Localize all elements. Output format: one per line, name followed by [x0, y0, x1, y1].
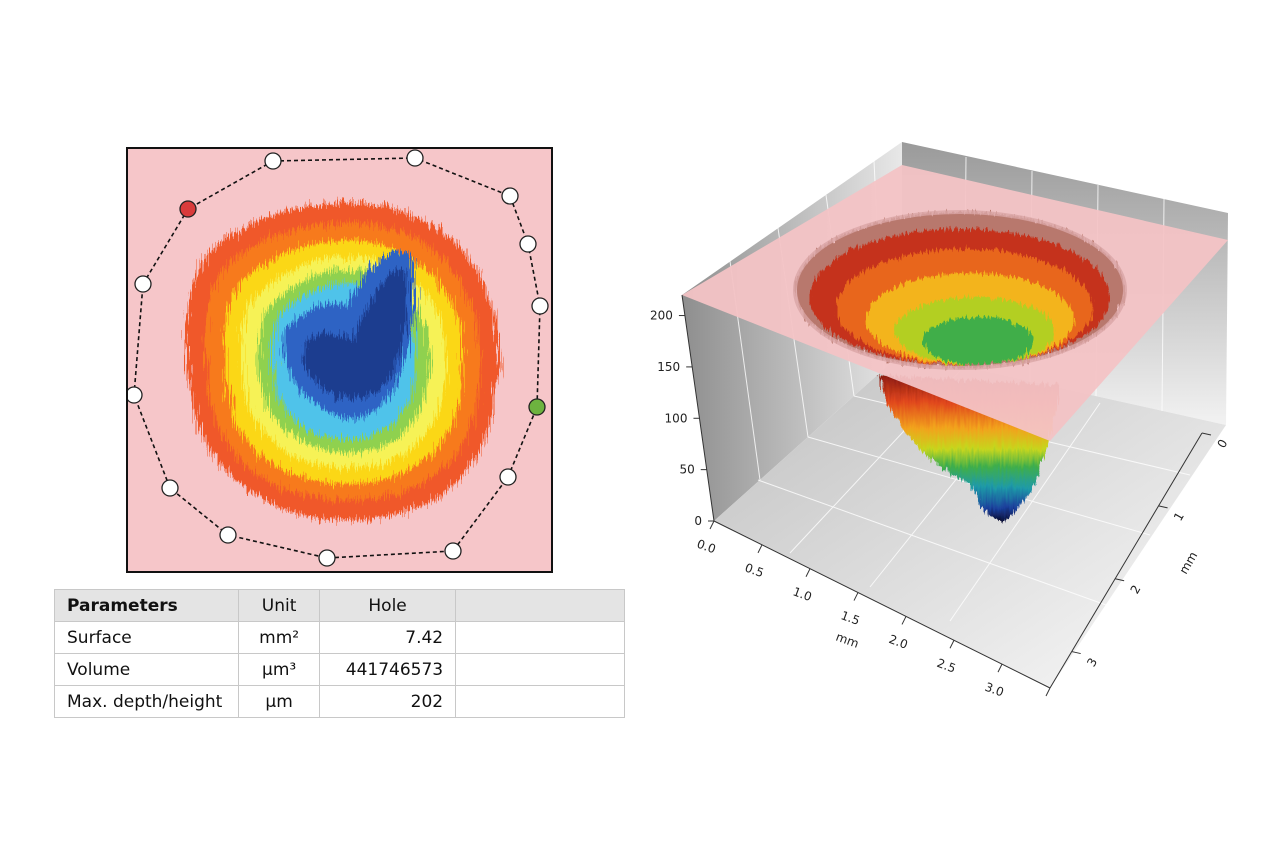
empty-cell	[455, 621, 625, 654]
polygon-vertex-marker[interactable]	[219, 526, 237, 544]
y-tick-mark	[1071, 651, 1081, 655]
crater-rim	[793, 210, 1127, 370]
surface-3d-plot: 0 50 100 150 200 0.0 0.5 1.0 1.5 2.0 2.5 3.0 3.5 0 1…	[650, 142, 1230, 705]
parameter-cell: Volume	[53, 653, 240, 686]
x-axis	[713, 520, 1051, 689]
header-hole: Hole	[319, 589, 457, 622]
z-axis-ticks: 0 50 100 150 200	[650, 309, 714, 528]
polygon-vertex-marker[interactable]	[134, 275, 152, 293]
z-tick-label: 200	[650, 309, 673, 323]
z-tick-label: 0	[694, 514, 702, 528]
table-row: Max. depth/height µm 202	[53, 685, 625, 718]
polygon-vertex-marker[interactable]	[406, 149, 424, 167]
table-row: Surface mm² 7.42	[53, 621, 625, 654]
polygon-vertex-marker[interactable]	[126, 386, 143, 404]
parameter-cell: Surface	[53, 621, 240, 654]
polygon-vertex-marker[interactable]	[531, 297, 549, 315]
empty-cell	[455, 685, 625, 718]
y-tick-label: 0	[1214, 437, 1230, 451]
height-map-view	[126, 147, 553, 573]
y-tick-label: 2	[1128, 583, 1144, 597]
selection-polygon[interactable]	[133, 157, 541, 559]
polygon-vertex-marker-end[interactable]	[528, 398, 546, 416]
y-tick-label: 3	[1084, 655, 1100, 669]
crater-heatmap	[185, 202, 499, 521]
polygon-vertex-marker-start[interactable]	[179, 200, 197, 218]
parameters-table: Parameters Unit Hole Surface mm² 7.42 Vo…	[53, 589, 625, 718]
y-tick-mark	[1201, 432, 1212, 436]
y-tick-mark	[1158, 505, 1168, 509]
y-tick-label: 1	[1171, 510, 1187, 524]
polygon-vertex-marker[interactable]	[444, 542, 462, 560]
x-tick-mark	[853, 592, 859, 601]
polygon-vertex-marker[interactable]	[318, 549, 336, 567]
x-tick-label: 1.0	[791, 584, 814, 604]
x-tick-label: 2.5	[935, 656, 958, 676]
value-cell: 7.42	[319, 621, 457, 654]
x-tick-label: 0.5	[743, 561, 766, 581]
x-axis-label: mm	[834, 630, 861, 651]
x-tick-label: 1.5	[839, 608, 862, 628]
unit-cell: µm³	[238, 653, 321, 686]
x-tick-mark	[709, 520, 715, 530]
y-axis-label: mm	[1176, 549, 1200, 576]
y-tick-mark	[1115, 578, 1125, 582]
z-tick-label: 150	[657, 360, 680, 374]
x-tick-mark	[997, 663, 1003, 673]
x-tick-label: 3.0	[983, 680, 1006, 700]
x-tick-mark	[1045, 687, 1051, 697]
unit-cell: mm²	[238, 621, 321, 654]
unit-cell: µm	[238, 685, 321, 718]
header-unit: Unit	[238, 589, 321, 622]
floor-plane	[714, 353, 1226, 688]
polygon-vertex-marker[interactable]	[501, 187, 519, 205]
table-header-row: Parameters Unit Hole	[53, 589, 625, 622]
polygon-vertex-marker[interactable]	[161, 479, 179, 497]
x-tick-mark	[901, 616, 907, 625]
value-cell: 441746573	[319, 653, 457, 686]
x-axis-ticks: 0.0 0.5 1.0 1.5 2.0 2.5 3.0 3.5	[695, 520, 1054, 705]
x-tick-mark	[949, 640, 955, 649]
table-row: Volume µm³ 441746573	[53, 653, 625, 686]
polygon-vertex-marker[interactable]	[499, 468, 517, 486]
y-axis	[1049, 432, 1203, 689]
z-tick-label: 50	[679, 463, 694, 477]
value-cell: 202	[319, 685, 457, 718]
header-empty	[455, 589, 625, 622]
x-tick-mark	[805, 568, 811, 577]
x-tick-label: 3.5	[1031, 704, 1054, 705]
x-tick-mark	[757, 544, 763, 554]
height-map-frame	[126, 147, 553, 573]
polygon-vertex-marker[interactable]	[519, 235, 537, 253]
x-tick-label: 0.0	[695, 537, 718, 557]
crater-opening	[795, 212, 1125, 368]
selection-markers	[126, 149, 549, 567]
empty-cell	[455, 653, 625, 686]
header-parameters: Parameters	[53, 589, 240, 622]
z-tick-label: 100	[665, 411, 688, 425]
parameter-cell: Max. depth/height	[53, 685, 240, 718]
z-axis	[681, 294, 715, 522]
x-tick-label: 2.0	[887, 632, 910, 652]
polygon-vertex-marker[interactable]	[264, 152, 282, 170]
